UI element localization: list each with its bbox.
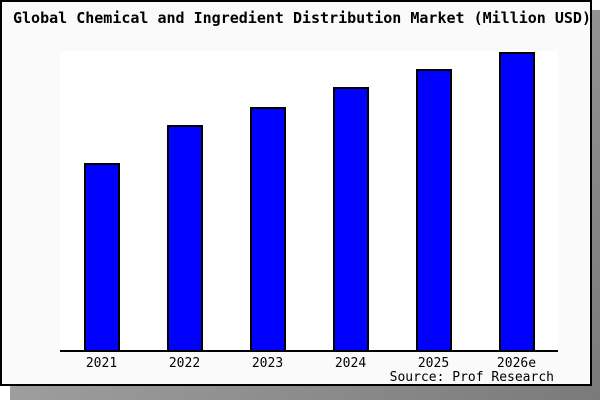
x-tick-label-2021: 2021 [85,356,118,371]
x-tick-label-2025: 2025 [417,356,450,371]
bar-2021 [83,163,120,350]
bars-container [60,51,558,350]
x-axis-tick-labels: 2021 2022 2023 2024 2025 2026e [60,356,558,371]
chart-title: Global Chemical and Ingredient Distribut… [13,9,591,27]
bar-2022 [166,125,203,350]
bar-slot-2022 [143,51,226,350]
bar-slot-2024 [309,51,392,350]
x-tick-label-2022: 2022 [168,356,201,371]
bar-2025 [415,69,452,350]
x-tick-label-2026e: 2026e [496,356,537,371]
bar-2023 [249,107,286,350]
bar-slot-2023 [226,51,309,350]
bar-2026e [498,52,535,350]
x-tick-label-2023: 2023 [251,356,284,371]
bar-slot-2021 [60,51,143,350]
chart-frame: Global Chemical and Ingredient Distribut… [0,0,592,386]
plot-area [60,51,558,352]
bar-slot-2025 [392,51,475,350]
source-label: Source: Prof Research [389,370,554,385]
bar-slot-2026e [475,51,558,350]
x-tick-label-2024: 2024 [334,356,367,371]
bar-2024 [332,87,369,350]
